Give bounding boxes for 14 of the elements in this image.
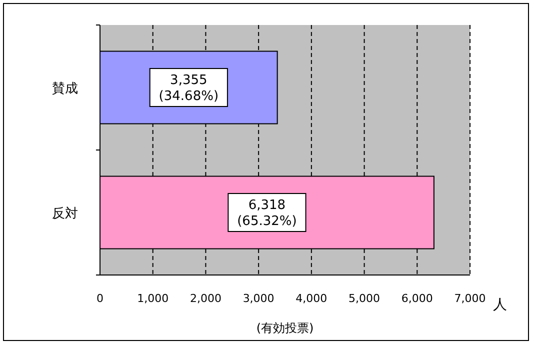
text: 人 [493, 297, 507, 313]
x-tick-label: 5,000 [348, 292, 380, 305]
y-tick-label: 反対 [52, 206, 78, 222]
data-label: 3,355 (34.68%) [158, 72, 219, 104]
x-tick-label: 1,000 [137, 292, 169, 305]
y-tick-label: 賛成 [52, 82, 78, 96]
x-tick-label: 7,000 [454, 292, 486, 305]
x-tick-label: 3,000 [242, 292, 274, 305]
x-tick-label: 4,000 [296, 292, 328, 305]
x-tick-label: 0 [96, 292, 104, 305]
data-label: 6,318 (65.32%) [237, 198, 297, 229]
x-tick-label: 2,000 [190, 292, 222, 305]
x-tick-label: 6,000 [401, 292, 433, 305]
x-axis-title: (有効投票) [256, 321, 314, 335]
